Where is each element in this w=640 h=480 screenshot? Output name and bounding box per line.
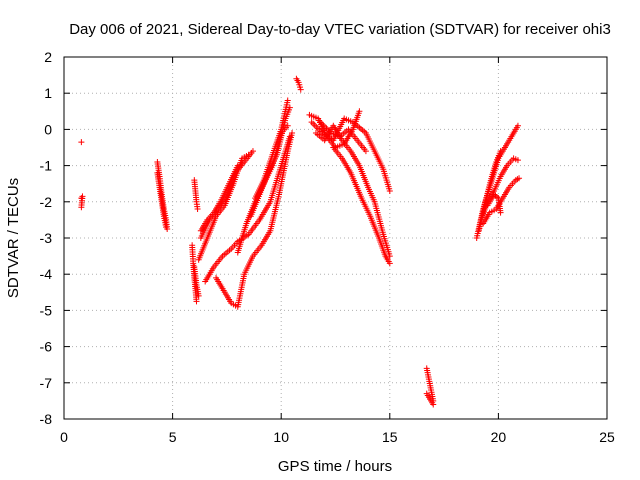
data-point: [284, 122, 291, 129]
data-point: [430, 401, 437, 408]
series-a2: [154, 169, 170, 231]
data-point: [249, 148, 256, 155]
data-point: [78, 204, 85, 211]
x-tick-label: 0: [60, 429, 68, 445]
y-axis-label: SDTVAR / TECUs: [5, 178, 22, 298]
series-f2: [308, 115, 393, 194]
data-point: [514, 157, 521, 164]
series-f3: [312, 122, 393, 260]
grid-lines: [64, 57, 607, 419]
y-tick-label: -1: [40, 158, 53, 174]
data-point: [493, 193, 500, 200]
series-h5: [484, 191, 504, 216]
series-p2: [78, 193, 86, 211]
series-p1: [78, 139, 85, 146]
data-point: [311, 122, 318, 129]
data-point: [386, 260, 393, 267]
data-point: [78, 139, 85, 146]
data-point: [308, 119, 315, 126]
series-f4: [330, 144, 393, 267]
data-point: [386, 187, 393, 194]
series-h3: [478, 155, 521, 223]
y-tick-label: -3: [40, 230, 53, 246]
data-point: [234, 162, 241, 169]
x-tick-label: 15: [382, 429, 398, 445]
data-point: [286, 104, 293, 111]
y-tick-label: -4: [40, 266, 53, 282]
series-d5: [252, 97, 291, 202]
data-point: [289, 130, 296, 137]
series-d2: [213, 130, 296, 310]
data-point: [193, 298, 200, 305]
series-g2: [423, 390, 437, 408]
data-point: [516, 175, 523, 182]
series-c1: [195, 151, 252, 263]
y-tick-label: 1: [44, 85, 52, 101]
series-b2: [191, 177, 201, 213]
data-points: [78, 75, 523, 408]
y-tick-label: 0: [44, 121, 52, 137]
series-c2: [197, 148, 256, 241]
data-point: [163, 224, 170, 231]
data-point: [284, 97, 291, 104]
data-point: [514, 122, 521, 129]
data-point: [310, 120, 317, 127]
x-tick-label: 20: [491, 429, 507, 445]
data-point: [195, 292, 202, 299]
series-c3: [197, 162, 241, 234]
series-e1: [293, 75, 304, 93]
x-tick-label: 25: [599, 429, 615, 445]
y-tick-label: -5: [40, 302, 53, 318]
data-point: [497, 148, 504, 155]
y-tick-label: 2: [44, 49, 52, 65]
series-f5: [317, 119, 369, 155]
series-g1: [423, 365, 437, 404]
data-point: [497, 209, 504, 216]
data-point: [362, 148, 369, 155]
y-tick-label: -6: [40, 339, 53, 355]
y-tick-label: -7: [40, 375, 53, 391]
plot-frame: [63, 56, 608, 420]
y-tick-label: -2: [40, 194, 53, 210]
chart-title: Day 006 of 2021, Sidereal Day-to-day VTE…: [69, 21, 611, 38]
x-axis-label: GPS time / hours: [278, 458, 392, 475]
axis-ticks: 0 5 10 15 20 25 -8 -7 -6 -5 -4 -3 -2 -1 0 1 2: [40, 49, 615, 445]
x-tick-label: 5: [169, 429, 177, 445]
data-point: [356, 108, 363, 115]
y-tick-label: -8: [40, 411, 53, 427]
data-point: [297, 86, 304, 93]
series-b3: [191, 263, 202, 299]
data-point: [194, 206, 201, 213]
x-tick-label: 10: [273, 429, 289, 445]
series-h4: [480, 175, 523, 227]
